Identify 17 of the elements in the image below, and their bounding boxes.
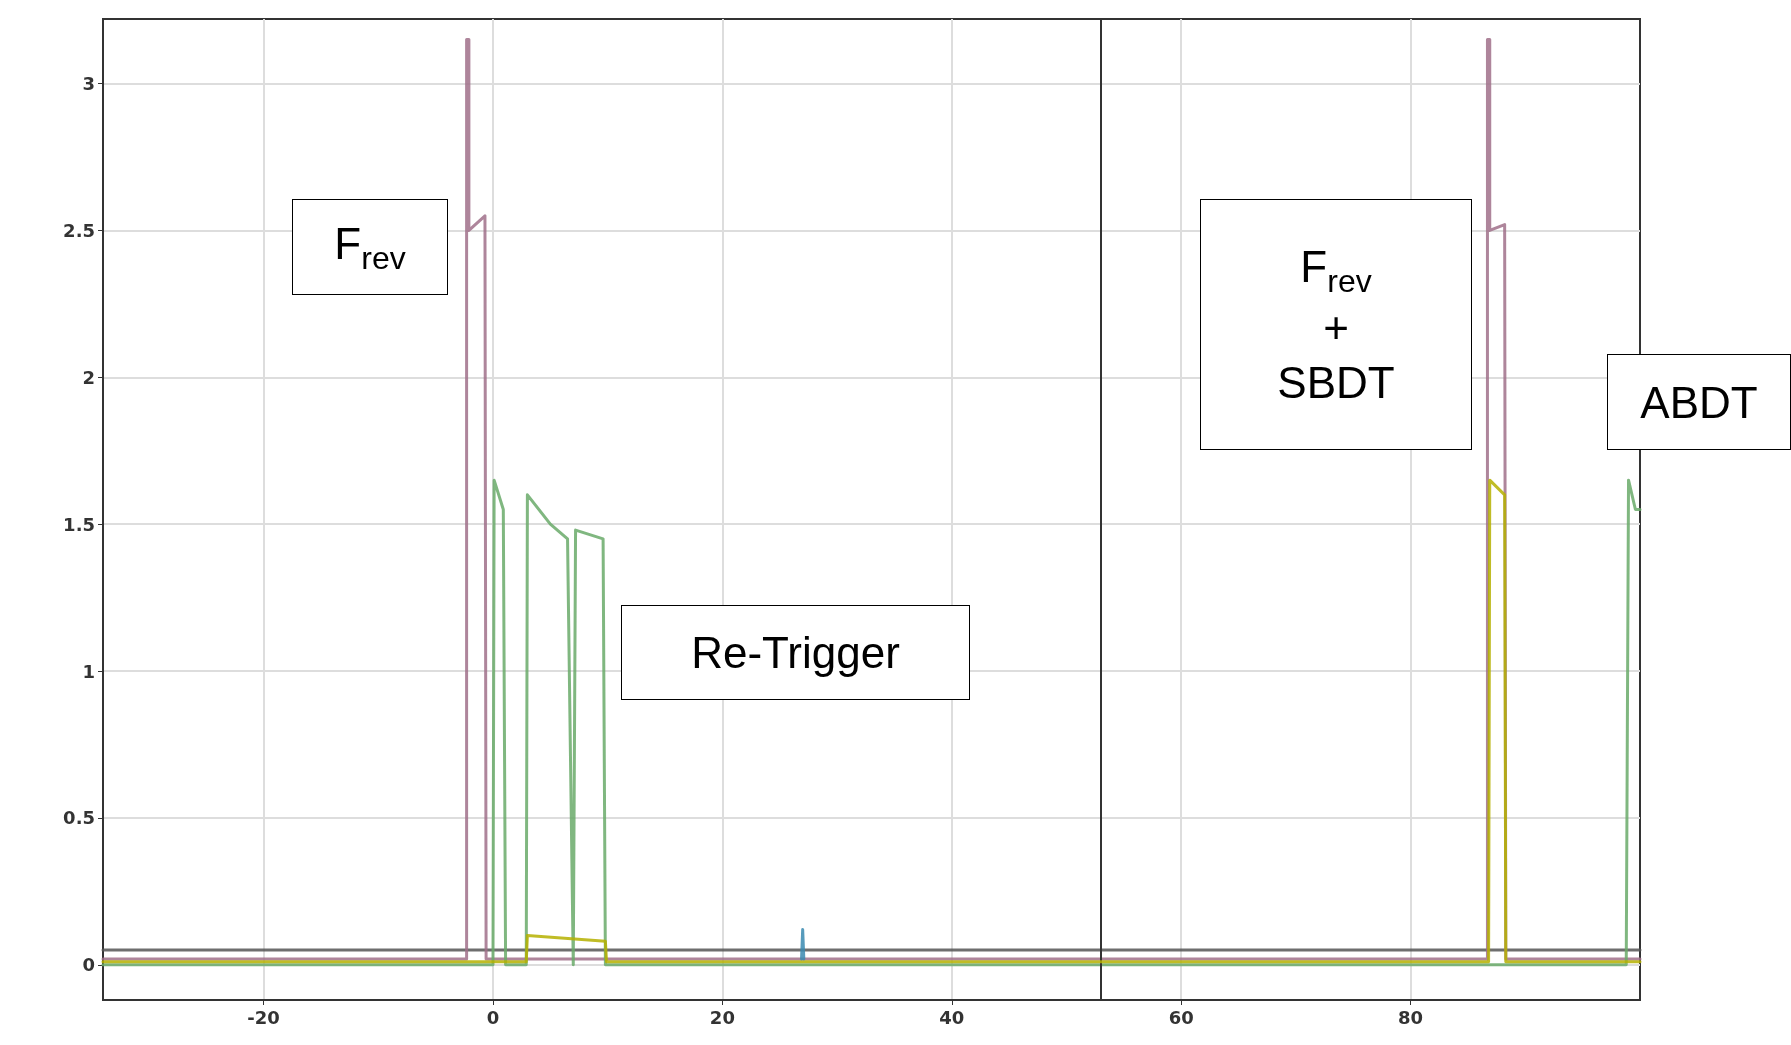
y-tick-label: 1 — [82, 660, 95, 682]
x-tick-label: 0 — [486, 1006, 500, 1028]
y-tick-label: 0 — [82, 954, 95, 976]
x-tick-label: 20 — [709, 1006, 735, 1028]
y-tick-label: 3 — [82, 73, 95, 95]
x-tick-label: 60 — [1168, 1006, 1194, 1028]
x-tick-label: 40 — [939, 1006, 965, 1028]
annotation: F$_{rev}$ — [334, 218, 406, 278]
y-tick-label: 2 — [82, 366, 95, 388]
y-tick-label: 1.5 — [63, 513, 95, 535]
y-tick-label: 2.5 — [63, 219, 95, 241]
text: ABDT — [1640, 376, 1758, 429]
annotation: Re-Trigger — [691, 627, 900, 679]
annotation: F$_{rev}$ + SBDT — [1277, 240, 1395, 410]
x-tick-label: -20 — [247, 1006, 280, 1028]
y-tick-label: 0.5 — [63, 807, 95, 829]
x-tick-label: 80 — [1398, 1006, 1424, 1028]
